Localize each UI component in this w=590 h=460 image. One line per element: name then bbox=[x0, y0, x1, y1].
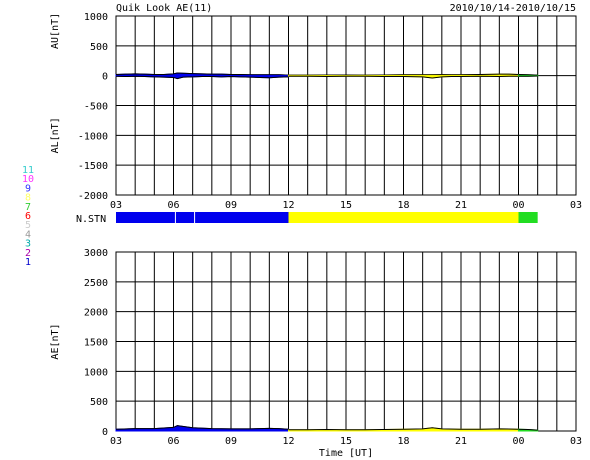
station-count-segment bbox=[116, 212, 289, 223]
station-count-bar bbox=[116, 212, 538, 223]
x-tick-label: 21 bbox=[455, 200, 467, 211]
legend-station-10: 10 bbox=[22, 174, 34, 185]
au-series-line bbox=[115, 72, 289, 76]
y-tick-label: 1500 bbox=[84, 338, 108, 349]
y-axis-label-al: AL[nT] bbox=[50, 117, 61, 153]
legend-station-6: 6 bbox=[25, 211, 31, 222]
x-tick-label: 03 bbox=[570, 200, 582, 211]
y-tick-label: -1000 bbox=[78, 131, 108, 142]
x-tick-label: 03 bbox=[570, 436, 582, 447]
y-tick-label: 1000 bbox=[84, 367, 108, 378]
x-tick-label: 09 bbox=[225, 436, 237, 447]
x-tick-label: 18 bbox=[397, 436, 409, 447]
y-tick-label: 3000 bbox=[84, 248, 108, 259]
y-tick-label: 500 bbox=[90, 397, 108, 408]
al-series-line bbox=[115, 75, 289, 80]
date-range: 2010/10/14-2010/10/15 bbox=[450, 3, 576, 14]
y-axis-label-ae: AE[nT] bbox=[50, 323, 61, 359]
legend-station-7: 7 bbox=[25, 202, 31, 213]
y-axis-label-au: AU[nT] bbox=[50, 13, 61, 49]
x-tick-label: 06 bbox=[167, 436, 179, 447]
y-tick-label: -500 bbox=[84, 102, 108, 113]
legend-station-11: 11 bbox=[22, 165, 34, 176]
ae-series-line bbox=[518, 428, 538, 431]
x-tick-label: 03 bbox=[110, 436, 122, 447]
legend-station-3: 3 bbox=[25, 239, 31, 250]
al-series-line bbox=[288, 75, 519, 79]
x-tick-label: 12 bbox=[282, 200, 294, 211]
x-tick-label: 06 bbox=[167, 200, 179, 211]
y-tick-label: 2500 bbox=[84, 278, 108, 289]
x-tick-label: 03 bbox=[110, 200, 122, 211]
chart-title: Quik Look AE(11) bbox=[116, 3, 212, 14]
station-count-segment bbox=[288, 212, 519, 223]
station-count-segment bbox=[518, 212, 538, 223]
y-tick-label: 1000 bbox=[84, 12, 108, 23]
x-tick-label: 00 bbox=[512, 436, 524, 447]
x-tick-label: 09 bbox=[225, 200, 237, 211]
ae-series-line bbox=[115, 425, 289, 430]
y-tick-label: 0 bbox=[102, 427, 108, 438]
y-tick-label: 500 bbox=[90, 42, 108, 53]
au-series-line bbox=[288, 73, 519, 76]
x-tick-label: 21 bbox=[455, 436, 467, 447]
y-tick-label: 2000 bbox=[84, 308, 108, 319]
y-tick-label: -2000 bbox=[78, 191, 108, 202]
x-axis-label: Time [UT] bbox=[319, 448, 373, 459]
legend-station-2: 2 bbox=[25, 248, 31, 259]
x-tick-label: 18 bbox=[397, 200, 409, 211]
legend-station-9: 9 bbox=[25, 183, 31, 194]
legend-station-8: 8 bbox=[25, 193, 31, 204]
x-tick-label: 15 bbox=[340, 436, 352, 447]
x-tick-label: 00 bbox=[512, 200, 524, 211]
au-series-line bbox=[518, 73, 538, 76]
nstn-label: N.STN bbox=[76, 214, 106, 225]
legend-station-4: 4 bbox=[25, 229, 31, 240]
ae-series-line bbox=[288, 427, 519, 431]
plot-frame bbox=[115, 15, 577, 196]
y-tick-label: -1500 bbox=[78, 161, 108, 172]
x-tick-label: 12 bbox=[282, 436, 294, 447]
x-tick-label: 15 bbox=[340, 200, 352, 211]
legend-station-1: 1 bbox=[25, 257, 31, 268]
y-tick-label: 0 bbox=[102, 72, 108, 83]
legend-station-5: 5 bbox=[25, 220, 31, 231]
